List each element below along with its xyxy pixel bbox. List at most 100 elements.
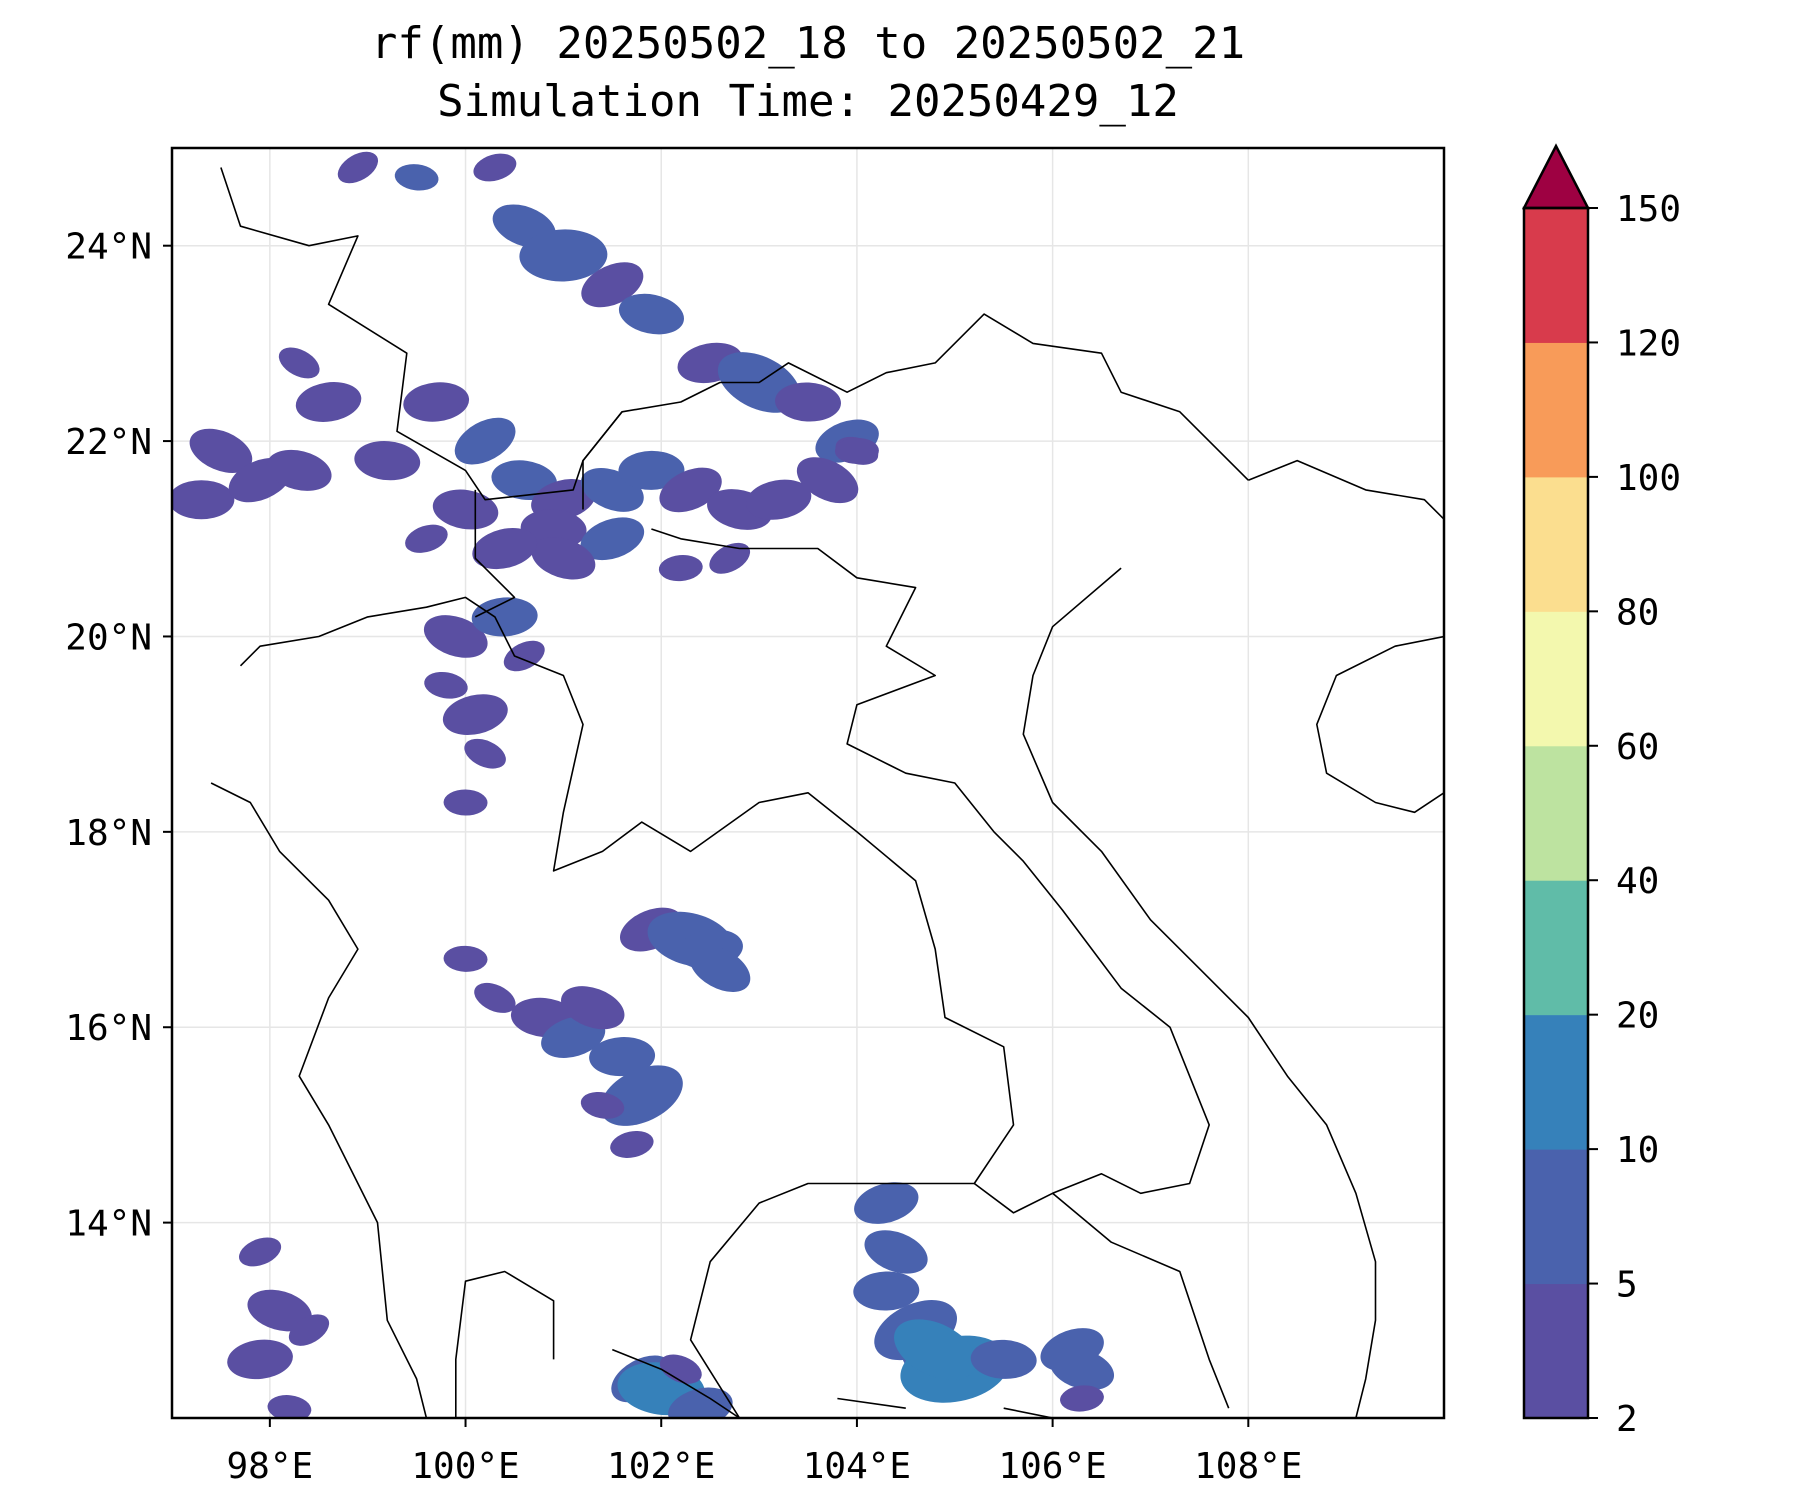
rain-cell [471, 597, 538, 637]
y-tick-label: 22°N [65, 422, 152, 463]
rain-cell [295, 382, 362, 422]
latitude-axis: 14°N 16°N 18°N 20°N 22°N 24°N [65, 227, 172, 1245]
colorbar-tick-label: 20 [1616, 996, 1659, 1037]
rain-cell [424, 671, 468, 699]
colorbar: 2 5 10 20 40 60 80 100 120 150 [1521, 143, 1681, 1440]
rain-cell [472, 528, 538, 570]
rain-cell [659, 467, 722, 513]
border-line [474, 489, 516, 618]
border-line [651, 528, 1210, 1214]
y-tick-label: 16°N [65, 1008, 152, 1049]
rain-cell [394, 164, 439, 191]
rain-cell [432, 489, 499, 530]
x-tick-label: 102°E [607, 1446, 715, 1487]
map-frame [170, 146, 1446, 1420]
y-tick-label: 24°N [65, 227, 152, 268]
border-line [1248, 459, 1444, 520]
rain-cell [519, 229, 608, 282]
rain-cell [853, 1271, 920, 1311]
rain-cell [464, 738, 506, 769]
rain-cell [580, 1091, 625, 1119]
rain-cell [247, 1289, 312, 1332]
rain-cell [520, 509, 587, 549]
colorbar-tick-label: 150 [1616, 189, 1681, 230]
rain-cell [531, 537, 596, 580]
rain-cell [473, 153, 517, 182]
rain-cell [239, 1237, 282, 1267]
rainfall-layer [172, 151, 1115, 1418]
rain-cell [894, 1319, 977, 1380]
rain-cell [610, 1130, 654, 1158]
rain-cell [864, 1230, 928, 1274]
border-line [455, 1270, 555, 1418]
rain-cell [474, 982, 516, 1013]
border-line [612, 1348, 740, 1418]
longitude-axis: 98°E 100°E 102°E 104°E 106°E 108°E [226, 1418, 1302, 1487]
border-line [1003, 1407, 1053, 1418]
rain-cell [834, 437, 879, 464]
rain-cell [658, 554, 703, 582]
rain-cell [278, 347, 320, 379]
rain-cell [337, 151, 379, 184]
border-line [1052, 1192, 1230, 1409]
colorbar-band [1524, 611, 1588, 747]
rain-cell [443, 945, 488, 972]
border-line [837, 1397, 906, 1409]
rain-cell [659, 1354, 702, 1384]
colorbar-band [1524, 1149, 1588, 1285]
rain-cell [267, 1395, 312, 1418]
rain-cell [172, 480, 235, 520]
rain-cell [443, 789, 488, 816]
map-background [172, 148, 1444, 1418]
colorbar-tick-label: 2 [1616, 1399, 1638, 1440]
colorbar-tick-label: 60 [1616, 727, 1659, 768]
rain-cell [423, 615, 488, 658]
rain-cell [796, 457, 859, 504]
rain-cell [442, 694, 508, 736]
chart-subtitle: Simulation Time: 20250429_12 [437, 76, 1179, 127]
rain-cell [745, 479, 812, 520]
rain-cell [970, 1339, 1037, 1379]
colorbar-band [1524, 745, 1588, 881]
colorbar-frame [1522, 206, 1590, 1420]
rain-cell [775, 382, 841, 422]
border-line [582, 411, 623, 510]
rain-cell [454, 417, 516, 465]
colorbar-band [1524, 880, 1588, 1016]
colorbar-band [1524, 342, 1588, 478]
coastlines-and-borders [210, 167, 1444, 1418]
rain-cell [580, 517, 645, 561]
gridlines [172, 148, 1444, 1418]
rain-cell [854, 1182, 919, 1224]
border-line [1022, 567, 1377, 1418]
y-tick-label: 18°N [65, 813, 152, 854]
y-tick-label: 20°N [65, 617, 152, 658]
colorbar-tick-label: 40 [1616, 861, 1659, 902]
colorbar-band [1524, 1283, 1588, 1419]
border-line [239, 596, 1015, 1418]
colorbar-tick-label: 10 [1616, 1130, 1659, 1171]
rain-cell [288, 1314, 330, 1346]
rain-cell [405, 524, 448, 553]
rain-cell [709, 542, 751, 574]
x-tick-label: 100°E [411, 1446, 519, 1487]
rain-cell [581, 262, 644, 308]
colorbar-tick-label: 80 [1616, 592, 1659, 633]
border-line [220, 167, 1249, 501]
chart-title: rf(mm) 20250502_18 to 20250502_21 [370, 18, 1246, 69]
map-panel: 98°E 100°E 102°E 104°E 106°E 108°E 14°N 16°N 18… [65, 146, 1446, 1487]
y-tick-label: 14°N [65, 1204, 152, 1245]
rain-cell [227, 1339, 293, 1380]
rain-cell [1049, 1348, 1115, 1391]
x-tick-label: 98°E [226, 1446, 313, 1487]
rain-cell [403, 382, 470, 422]
colorbar-tick-label: 120 [1616, 323, 1681, 364]
x-tick-label: 108°E [1194, 1446, 1302, 1487]
rain-cell [354, 440, 421, 481]
x-tick-label: 106°E [998, 1446, 1106, 1487]
colorbar-band [1524, 476, 1588, 612]
colorbar-tick-label: 100 [1616, 458, 1681, 499]
colorbar-band [1524, 208, 1588, 343]
